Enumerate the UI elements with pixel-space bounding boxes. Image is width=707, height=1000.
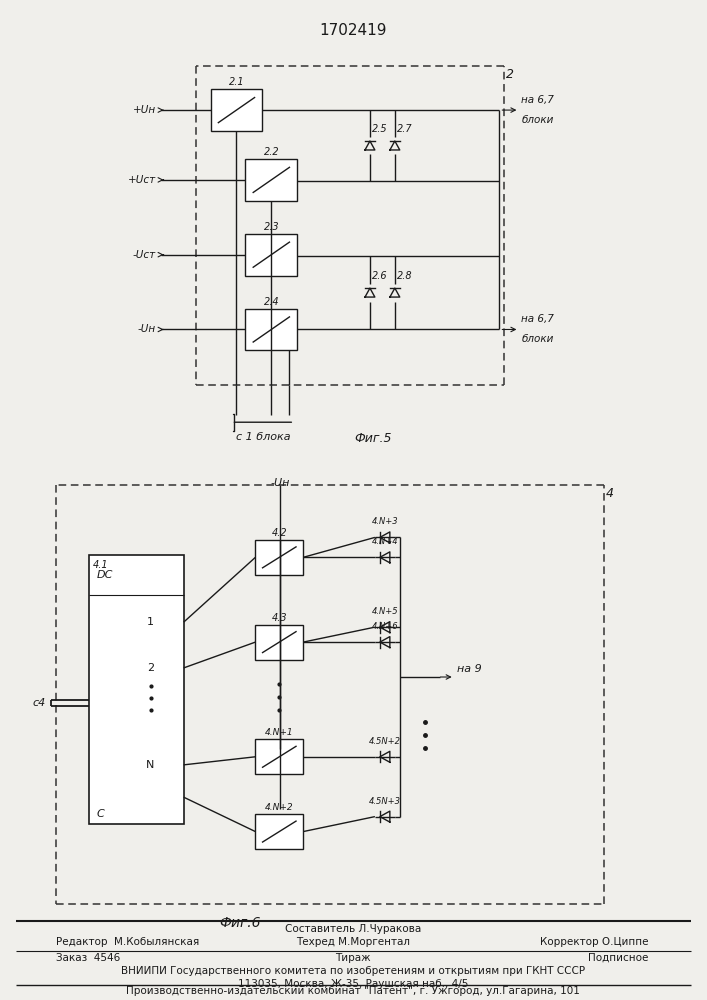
Text: 2: 2 — [147, 663, 154, 673]
Bar — [255, 540, 303, 575]
Bar — [89, 555, 184, 824]
Text: 2.6: 2.6 — [372, 271, 387, 281]
Text: DC: DC — [97, 570, 113, 580]
Text: Подписное: Подписное — [588, 953, 649, 963]
Text: Производственно-издательский комбинат "Патент", г. Ужгород, ул.Гагарина, 101: Производственно-издательский комбинат "П… — [126, 986, 580, 996]
Text: ВНИИПИ Государственного комитета по изобретениям и открытиям при ГКНТ СССР: ВНИИПИ Государственного комитета по изоб… — [121, 966, 585, 976]
Text: блоки: блоки — [521, 115, 554, 125]
Text: Корректор О.Циппе: Корректор О.Циппе — [540, 937, 649, 947]
Bar — [245, 234, 297, 276]
Text: 4.N+4: 4.N+4 — [372, 537, 398, 546]
Text: 4.5N+3: 4.5N+3 — [369, 797, 401, 806]
Bar — [245, 159, 297, 201]
Text: 113035, Москва, Ж-35, Раушская наб., 4/5: 113035, Москва, Ж-35, Раушская наб., 4/5 — [238, 979, 468, 989]
Text: c4: c4 — [33, 698, 46, 708]
Text: 4.2: 4.2 — [271, 528, 287, 538]
Text: 4.3: 4.3 — [271, 613, 287, 623]
Text: N: N — [146, 760, 155, 770]
Text: 2.5: 2.5 — [372, 124, 387, 134]
Text: 2.8: 2.8 — [397, 271, 412, 281]
Text: +Uст: +Uст — [128, 175, 156, 185]
Text: -Uн: -Uн — [138, 324, 156, 334]
Text: с 1 блока: с 1 блока — [235, 432, 290, 442]
Text: Фиг.5: Фиг.5 — [354, 432, 392, 445]
Bar — [255, 625, 303, 660]
Text: 1702419: 1702419 — [320, 23, 387, 38]
Text: на 9: на 9 — [457, 664, 481, 674]
Text: Тираж: Тираж — [335, 953, 370, 963]
Text: 1: 1 — [147, 617, 154, 627]
Text: 2.3: 2.3 — [264, 222, 279, 232]
Text: 2.4: 2.4 — [264, 297, 279, 307]
Text: -Uн: -Uн — [271, 478, 290, 488]
Text: Составитель Л.Чуракова: Составитель Л.Чуракова — [285, 924, 421, 934]
Bar — [255, 814, 303, 849]
Text: на 6,7: на 6,7 — [521, 95, 554, 105]
Text: 2.7: 2.7 — [397, 124, 412, 134]
Text: 4.N+5: 4.N+5 — [372, 607, 398, 616]
Text: 4.N+6: 4.N+6 — [372, 622, 398, 631]
Text: -Uст: -Uст — [133, 250, 156, 260]
Text: Редактор  М.Кобылянская: Редактор М.Кобылянская — [56, 937, 199, 947]
Text: Заказ  4546: Заказ 4546 — [56, 953, 120, 963]
Text: 4.N+2: 4.N+2 — [265, 803, 293, 812]
Text: блоки: блоки — [521, 334, 554, 344]
Text: 4.N+3: 4.N+3 — [372, 517, 398, 526]
Text: C: C — [97, 809, 105, 819]
Text: 2: 2 — [506, 68, 515, 81]
Bar — [245, 309, 297, 350]
Text: 4.1: 4.1 — [93, 560, 109, 570]
Text: 2.2: 2.2 — [264, 147, 279, 157]
Text: на 6,7: на 6,7 — [521, 314, 554, 324]
Text: 4.N+1: 4.N+1 — [265, 728, 293, 737]
Bar — [211, 89, 262, 131]
Text: 2.1: 2.1 — [228, 77, 245, 87]
Text: Фиг.6: Фиг.6 — [220, 916, 261, 930]
Bar — [255, 739, 303, 774]
Text: 4: 4 — [606, 487, 614, 500]
Text: 4.5N+2: 4.5N+2 — [369, 737, 401, 746]
Text: Техред М.Моргентал: Техред М.Моргентал — [296, 937, 410, 947]
Text: +Uн: +Uн — [133, 105, 156, 115]
